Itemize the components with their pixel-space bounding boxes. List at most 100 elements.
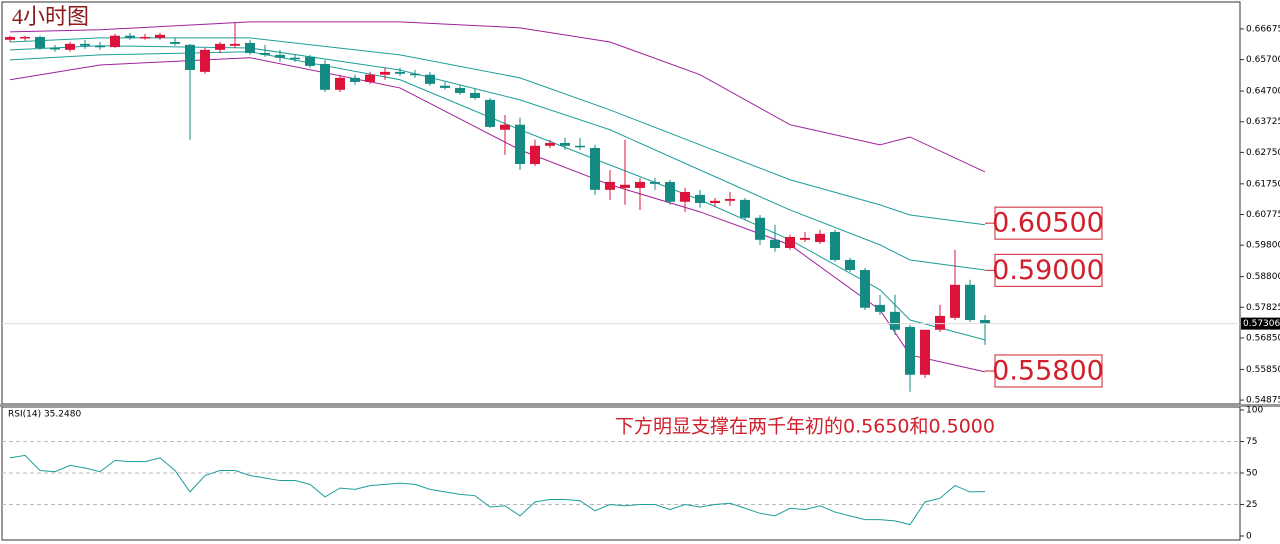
candle-body: [740, 199, 750, 218]
candle-body: [560, 142, 570, 146]
level-label: 0.59000: [992, 255, 1104, 286]
candle-body: [335, 77, 345, 90]
candle-body: [290, 57, 300, 60]
candle-body: [215, 43, 225, 50]
level-label: 0.55800: [992, 355, 1104, 386]
candle-body: [785, 236, 795, 249]
candle-body: [845, 259, 855, 271]
candle-body: [695, 194, 705, 204]
y-tick-label: 0.65700: [1246, 55, 1280, 65]
y-tick-label: 0: [1246, 532, 1252, 542]
candle-body: [710, 200, 720, 204]
candle-body: [905, 326, 915, 375]
candle-body: [365, 74, 375, 82]
y-tick-label: 0.59800: [1246, 241, 1280, 251]
y-tick-label: 0.66675: [1246, 24, 1280, 34]
y-tick-label: 0.57825: [1246, 303, 1280, 313]
candle-body: [800, 237, 810, 240]
price-tag: [1241, 317, 1280, 330]
candle-body: [260, 53, 270, 55]
candle-body: [410, 73, 420, 76]
candle-body: [635, 181, 645, 188]
level-box: [994, 206, 1103, 240]
candle-body: [575, 145, 585, 148]
y-tick-label: 100: [1246, 406, 1263, 416]
band-line: [9, 45, 986, 271]
candle-body: [305, 56, 315, 66]
candle-body: [425, 74, 435, 84]
candle-body: [530, 145, 540, 165]
candle-body: [320, 64, 330, 90]
y-tick-label: 0.55850: [1246, 365, 1280, 375]
candle-body: [965, 284, 975, 321]
level-box: [994, 253, 1103, 287]
candle-body: [380, 71, 390, 75]
candle-body: [605, 181, 615, 190]
rsi-title: RSI(14) 35.2480: [8, 410, 81, 420]
level-label: 0.60500: [992, 208, 1104, 239]
y-tick-label: 0.64700: [1246, 87, 1280, 97]
y-tick-label: 0.63725: [1246, 117, 1280, 127]
candle-body: [650, 181, 660, 184]
candle-body: [170, 41, 180, 44]
candle-body: [830, 231, 840, 260]
candle-body: [230, 43, 240, 46]
candle-body: [80, 43, 90, 46]
candle-body: [95, 45, 105, 48]
candle-body: [935, 315, 945, 330]
candle-body: [140, 36, 150, 39]
candle-body: [350, 77, 360, 82]
band-line: [9, 21, 986, 173]
candle-body: [500, 124, 510, 130]
candle-body: [950, 284, 960, 318]
band-line: [9, 37, 986, 226]
chart-title: 4小时图: [12, 4, 89, 29]
candle-body: [65, 43, 75, 50]
candle-body: [620, 184, 630, 188]
candle-body: [815, 233, 825, 243]
candle-body: [395, 71, 405, 74]
candle-body: [20, 36, 30, 39]
candle-body: [545, 142, 555, 146]
candle-body: [680, 192, 690, 202]
candle-body: [860, 270, 870, 308]
y-tick-label: 0.58800: [1246, 272, 1280, 282]
rsi-line: [9, 454, 986, 526]
candle-body: [155, 34, 165, 38]
candle-body: [755, 217, 765, 240]
candle-body: [515, 124, 525, 165]
candle-body: [125, 35, 135, 38]
candle-body: [665, 181, 675, 202]
y-tick-label: 25: [1246, 500, 1257, 510]
candle-body: [110, 35, 120, 48]
y-tick-label: 0.61750: [1246, 179, 1280, 189]
candle-body: [890, 311, 900, 330]
candle-body: [770, 239, 780, 249]
y-tick-label: 0.60775: [1246, 210, 1280, 220]
candle-body: [275, 54, 285, 58]
candle-body: [185, 44, 195, 70]
candle-body: [470, 92, 480, 98]
price-tag-label: 0.57306: [1243, 319, 1280, 329]
y-tick-label: 50: [1246, 469, 1258, 479]
candle-body: [440, 85, 450, 88]
candle-body: [35, 36, 45, 48]
y-tick-label: 75: [1246, 437, 1257, 447]
y-tick-label: 0.62750: [1246, 148, 1280, 158]
candle-body: [920, 329, 930, 375]
y-tick-label: 0.56850: [1246, 333, 1280, 343]
candle-body: [485, 99, 495, 127]
candle-body: [455, 87, 465, 93]
level-box: [994, 354, 1103, 388]
candle-body: [725, 198, 735, 201]
y-tick-label: 0.54875: [1246, 396, 1280, 406]
annotation: 下方明显支撑在两千年初的0.5650和0.5000: [615, 416, 995, 438]
candle-body: [245, 42, 255, 54]
candle-body: [875, 304, 885, 312]
candle-body: [590, 147, 600, 190]
candle-body: [50, 47, 60, 50]
candle-body: [200, 49, 210, 72]
candle-body: [5, 36, 15, 40]
candle-body: [980, 320, 990, 324]
